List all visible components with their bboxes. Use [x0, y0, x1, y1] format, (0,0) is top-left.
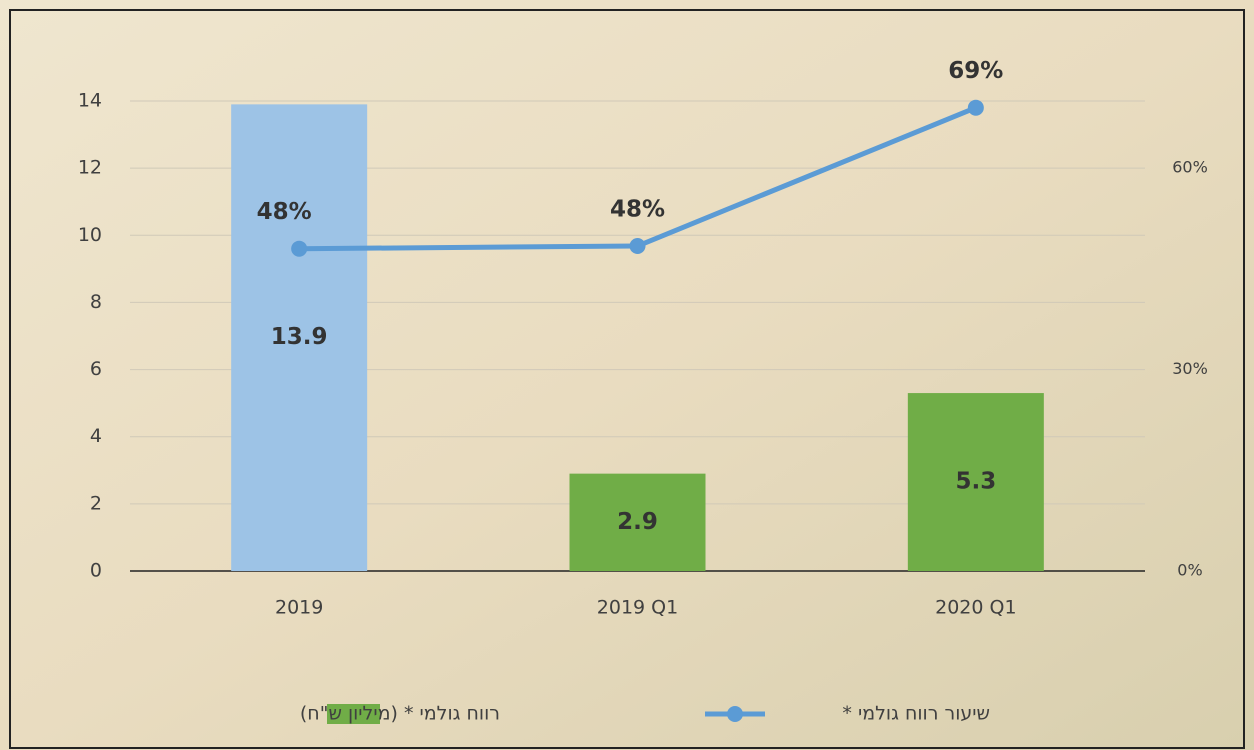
y2-tick-label: 0%: [1177, 561, 1202, 580]
x-tick-label: 2019 Q1: [597, 597, 678, 619]
line-marker: [968, 100, 984, 116]
y-tick-label: 2: [90, 492, 102, 514]
data-label: 2.9: [617, 509, 658, 535]
data-label: 5.3: [955, 469, 996, 495]
data-label: 69%: [948, 58, 1003, 84]
legend-label: רווח גולמי * (מיליון ש"ח): [300, 703, 500, 725]
y-tick-label: 0: [90, 560, 102, 582]
x-tick-label: 2019: [275, 597, 323, 619]
y-tick-label: 8: [90, 291, 102, 313]
data-label: 48%: [610, 197, 665, 223]
y2-tick-label: 30%: [1172, 359, 1208, 378]
data-label: 48%: [257, 199, 312, 225]
y-tick-label: 10: [78, 224, 102, 246]
legend-label: שיעור רווח גולמי *: [842, 703, 990, 725]
y-tick-label: 14: [78, 90, 102, 112]
y-tick-label: 6: [90, 358, 102, 380]
y-tick-label: 4: [90, 425, 102, 447]
line-marker: [291, 241, 307, 257]
x-tick-label: 2020 Q1: [935, 597, 1016, 619]
background: [0, 0, 1254, 750]
y2-tick-label: 60%: [1172, 158, 1208, 177]
y-tick-label: 12: [78, 157, 102, 179]
chart: 0 2 4 6 8 10 12 14 0% 30% 60% 2019 2019 Q1 2020 Q1 13.…: [0, 0, 1254, 750]
data-label: 13.9: [271, 324, 328, 350]
legend-marker: [727, 706, 743, 722]
line-marker: [630, 238, 646, 254]
